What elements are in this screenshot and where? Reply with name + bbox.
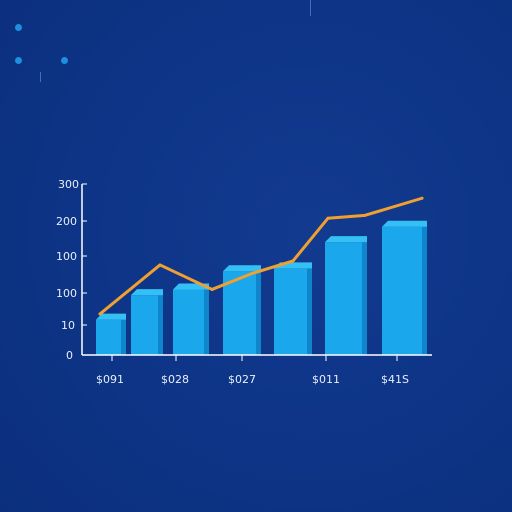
bar-front (173, 289, 209, 355)
bar (223, 265, 261, 355)
x-tick-label: $091 (96, 373, 124, 386)
y-tick-label: 10 (61, 319, 75, 332)
y-tick-label: 0 (66, 349, 73, 362)
bar (173, 283, 209, 355)
line-layer (98, 196, 424, 316)
bar-side (158, 295, 163, 355)
bar-side (256, 271, 261, 355)
bar-front (382, 226, 427, 355)
line-point (250, 271, 254, 275)
x-tick-label: $027 (228, 373, 256, 386)
decorative-tick (310, 0, 311, 16)
x-tick-label: $41S (381, 373, 409, 386)
y-tick-label: 300 (58, 178, 79, 191)
line-point (363, 213, 367, 217)
y-tick-label: 200 (56, 215, 77, 228)
line-point (158, 263, 162, 267)
bar-top (325, 236, 367, 243)
y-tick-label: 100 (56, 287, 77, 300)
line-point (210, 287, 214, 291)
line-point (291, 259, 295, 263)
bar-side (121, 319, 126, 355)
dot-icon (61, 57, 68, 64)
bar-front (274, 268, 312, 355)
line-point (98, 312, 102, 316)
bar-top (382, 220, 427, 227)
bar (131, 289, 163, 355)
bar-side (307, 268, 312, 355)
bar (274, 262, 312, 355)
bar-front (223, 271, 261, 355)
y-ticks: 300 200 100 100 10 0 (56, 178, 87, 362)
x-tick-label: $011 (312, 373, 340, 386)
line-series (98, 196, 424, 316)
line-point (326, 216, 330, 220)
dot-icon (15, 57, 22, 64)
bar-top (96, 313, 126, 320)
bar-front (325, 242, 367, 355)
bar (96, 313, 126, 355)
bar-side (422, 226, 427, 355)
dot-icon (15, 24, 22, 31)
bar-top (223, 265, 261, 272)
bar (325, 236, 367, 355)
bar-side (204, 289, 209, 355)
x-ticks: $091 $028 $027 $011 $41S (96, 355, 409, 386)
bar-front (131, 295, 163, 355)
bar-top (131, 289, 163, 296)
bars-layer (96, 220, 427, 355)
decorative-tick (40, 72, 41, 82)
x-tick-label: $028 (161, 373, 189, 386)
bar-side (362, 242, 367, 355)
y-tick-label: 100 (56, 250, 77, 263)
bar (382, 220, 427, 355)
line-point (420, 196, 424, 200)
